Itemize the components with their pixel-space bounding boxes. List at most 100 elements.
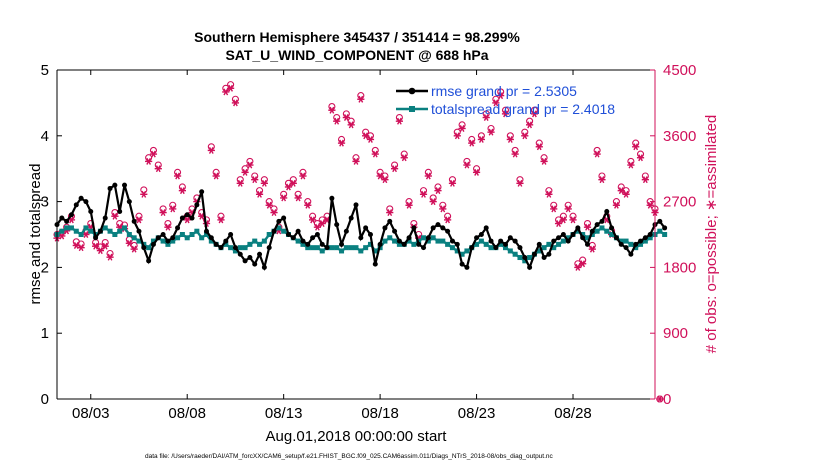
obs-assimilated-marker — [400, 154, 408, 162]
totalspread-point — [522, 258, 528, 264]
totalspread-point — [474, 241, 480, 247]
obs-assimilated-marker — [593, 150, 601, 158]
obs-assimilated-marker — [526, 121, 534, 129]
obs-assimilated-marker — [231, 99, 240, 107]
rmse-point — [464, 264, 470, 270]
obs-assimilated-marker — [159, 209, 167, 217]
rmse-point — [112, 182, 118, 188]
rmse-point — [580, 235, 586, 241]
rmse-point — [237, 251, 243, 257]
rmse-point — [83, 199, 89, 205]
totalspread-point — [589, 232, 595, 237]
rmse-point — [613, 235, 619, 241]
totalspread-point — [189, 232, 195, 237]
totalspread-point — [363, 245, 369, 251]
totalspread-point — [512, 251, 518, 257]
totalspread-point — [343, 245, 349, 251]
rmse-point — [295, 228, 301, 234]
obs-assimilated-marker — [636, 154, 645, 162]
obs-assimilated-marker — [337, 139, 346, 147]
y2-tick-label: 3600 — [663, 128, 696, 145]
x-tick-label: 08/18 — [361, 405, 399, 422]
y2-tick-label: 900 — [663, 325, 688, 342]
rmse-point — [136, 228, 142, 234]
obs-assimilated-marker — [574, 263, 582, 271]
rmse-point — [329, 195, 335, 201]
totalspread-point — [276, 225, 282, 231]
rmse-point — [310, 235, 316, 241]
rmse-point — [68, 212, 74, 218]
obs-assimilated-marker — [308, 216, 317, 224]
rmse-point — [474, 235, 480, 241]
rmse-point — [165, 238, 171, 244]
obs-assimilated-marker — [545, 190, 553, 198]
totalspread-point — [223, 241, 229, 247]
rmse-point — [281, 215, 287, 221]
rmse-point — [565, 238, 571, 244]
rmse-point — [449, 238, 455, 244]
rmse-point — [459, 261, 465, 267]
totalspread-point — [503, 245, 508, 251]
y-ticks: 0 1 2 3 4 5 — [41, 62, 62, 408]
obs-assimilated-marker — [352, 157, 360, 165]
rmse-point — [290, 235, 296, 241]
obs-assimilated-marker — [164, 223, 172, 231]
totalspread-point — [334, 245, 340, 251]
obs-assimilated-marker — [516, 179, 524, 187]
totalspread-point — [237, 245, 243, 251]
rmse-point — [155, 235, 161, 241]
totalspread-point — [314, 245, 320, 251]
totalspread-point — [165, 241, 171, 247]
rmse-point — [204, 228, 209, 234]
totalspread-point — [406, 238, 412, 244]
obs-assimilated-marker — [656, 395, 664, 403]
rmse-point — [348, 215, 354, 221]
rmse-point — [416, 241, 422, 247]
rmse-point — [305, 241, 311, 247]
rmse-point — [469, 245, 475, 251]
obs-assimilated-marker — [135, 216, 143, 224]
obs-assimilated-marker — [217, 216, 225, 224]
rmse-point — [507, 235, 513, 241]
rmse-point — [276, 218, 282, 224]
rmse-point — [252, 261, 258, 267]
totalspread-point — [353, 245, 359, 251]
rmse-point — [199, 189, 205, 195]
rmse-point — [160, 232, 166, 237]
obs-assimilated-marker — [299, 172, 307, 180]
rmse-point — [189, 215, 195, 221]
totalspread-point — [59, 228, 65, 234]
totalspread-point — [580, 232, 586, 237]
totalspread-point — [387, 235, 393, 241]
rmse-point — [126, 199, 132, 205]
rmse-point — [657, 218, 663, 224]
totalspread-point — [252, 238, 258, 244]
obs-assimilated-marker — [617, 187, 625, 195]
obs-assimilated-marker — [497, 92, 505, 100]
totalspread-point — [208, 238, 214, 244]
rmse-point — [266, 245, 272, 251]
obs-assimilated-marker — [169, 205, 177, 213]
rmse-point — [556, 235, 562, 241]
obs-assimilated-marker — [236, 179, 244, 187]
totalspread-point — [112, 232, 118, 237]
obs-assimilated-marker — [477, 135, 485, 143]
obs-assimilated-marker — [559, 216, 567, 224]
totalspread-point — [367, 241, 373, 247]
totalspread-point — [102, 225, 108, 231]
rmse-point — [551, 238, 557, 244]
totalspread-point — [662, 232, 668, 237]
obs-assimilated-marker — [111, 212, 119, 220]
obs-assimilated-marker — [501, 110, 510, 118]
obs-assimilated-marker — [178, 187, 186, 195]
rmse-point — [184, 212, 190, 218]
totalspread-point — [83, 225, 89, 231]
rmse-point — [343, 228, 349, 234]
obs-assimilated-marker — [101, 242, 109, 250]
totalspread-point — [266, 232, 272, 237]
rmse-point — [102, 215, 108, 221]
obs-assimilated-marker — [318, 220, 326, 228]
legend: rmse grand pr = 2.5305 totalspread grand… — [396, 83, 615, 117]
totalspread-point — [546, 241, 552, 247]
